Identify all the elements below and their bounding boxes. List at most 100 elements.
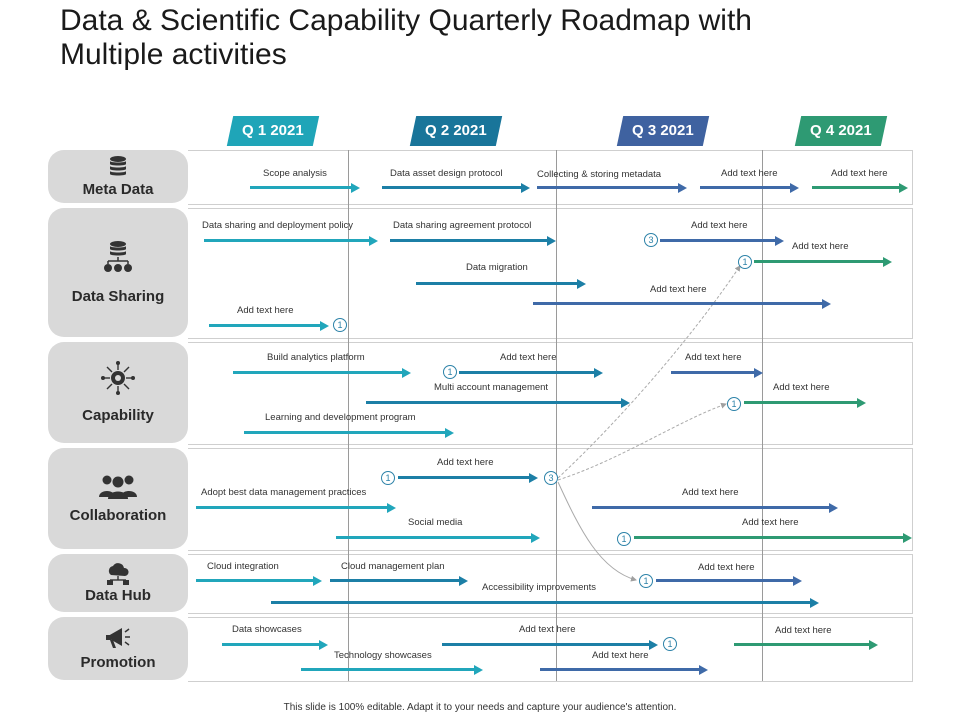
- activity-arrow: [204, 235, 378, 246]
- activity-arrow: [656, 575, 802, 586]
- activity-arrow: [744, 397, 866, 408]
- activity-label: Add text here: [742, 517, 799, 528]
- activity-label: Build analytics platform: [267, 352, 365, 363]
- quarter-header-q2: Q 2 2021: [409, 116, 503, 146]
- row-box-data-hub: [188, 554, 913, 614]
- footer-note: This slide is 100% editable. Adapt it to…: [283, 702, 677, 713]
- activity-arrow: [330, 575, 468, 586]
- row-box-collaboration: [188, 448, 913, 551]
- step-badge: 1: [333, 318, 347, 332]
- activity-arrow: [416, 278, 586, 289]
- step-badge: 1: [663, 637, 677, 651]
- row-box-data-sharing: [188, 208, 913, 339]
- activity-label: Add text here: [685, 352, 742, 363]
- quarter-header-q1: Q 1 2021: [226, 116, 320, 146]
- quarter-divider: [556, 150, 557, 681]
- row-box-meta-data: [188, 150, 913, 205]
- quarter-divider: [762, 150, 763, 681]
- activity-arrow: [382, 182, 530, 193]
- megaphone-icon: [106, 628, 130, 648]
- activity-label: Data sharing agreement protocol: [393, 220, 532, 231]
- step-badge: 1: [443, 365, 457, 379]
- activity-label: Social media: [408, 517, 463, 528]
- activity-arrow: [244, 427, 454, 438]
- row-label-data-sharing: Data Sharing: [48, 208, 188, 337]
- activity-label: Add text here: [698, 562, 755, 573]
- activity-label: Add text here: [691, 220, 748, 231]
- activity-label: Technology showcases: [334, 650, 432, 661]
- activity-arrow: [196, 575, 322, 586]
- activity-label: Adopt best data management practices: [201, 487, 367, 498]
- activity-label: Add text here: [792, 241, 849, 252]
- row-label-text: Data Hub: [85, 586, 151, 604]
- row-label-text: Meta Data: [82, 181, 154, 198]
- activity-arrow: [592, 502, 838, 513]
- activity-label: Data asset design protocol: [390, 168, 503, 179]
- activity-label: Cloud management plan: [341, 561, 445, 572]
- row-label-meta-data: Meta Data: [48, 150, 188, 203]
- activity-arrow: [366, 397, 630, 408]
- row-label-capability: Capability: [48, 342, 188, 443]
- activity-label: Add text here: [237, 305, 294, 316]
- step-badge: 1: [639, 574, 653, 588]
- activity-arrow: [222, 639, 328, 650]
- activity-label: Learning and development program: [265, 412, 416, 423]
- activity-label: Data migration: [466, 262, 528, 273]
- title-line-2: Multiple activities: [60, 38, 287, 71]
- row-label-text: Capability: [82, 407, 154, 424]
- activity-arrow: [398, 472, 538, 483]
- activity-label: Data showcases: [232, 624, 302, 635]
- activity-arrow: [537, 182, 687, 193]
- step-badge: 3: [544, 471, 558, 485]
- activity-label: Collecting & storing metadata: [537, 169, 662, 180]
- activity-arrow: [336, 532, 540, 543]
- activity-arrow: [634, 532, 912, 543]
- step-badge: 1: [381, 471, 395, 485]
- activity-arrow: [250, 182, 360, 193]
- activity-label: Add text here: [773, 382, 830, 393]
- activity-arrow: [734, 639, 878, 650]
- activity-arrow: [533, 298, 831, 309]
- quarter-header-q3: Q 3 2021: [616, 116, 710, 146]
- activity-arrow: [540, 664, 708, 675]
- activity-label: Add text here: [831, 168, 888, 179]
- activity-label: Scope analysis: [263, 168, 327, 179]
- activity-arrow: [442, 639, 658, 650]
- activity-arrow: [812, 182, 908, 193]
- activity-arrow: [700, 182, 799, 193]
- activity-arrow: [209, 320, 329, 331]
- activity-label: Add text here: [519, 624, 576, 635]
- activity-label: Multi account management: [434, 382, 549, 393]
- database-icon: [110, 156, 126, 176]
- row-label-text: Collaboration: [69, 507, 167, 524]
- activity-label: Add text here: [721, 168, 778, 179]
- activity-arrow: [459, 367, 603, 378]
- cloud-hub-icon: [107, 562, 129, 585]
- activity-label: Add text here: [437, 457, 494, 468]
- gear-network-icon: [101, 361, 135, 395]
- activity-arrow: [390, 235, 556, 246]
- row-box-capability: [188, 342, 913, 445]
- activity-arrow: [754, 256, 892, 267]
- activity-label: Add text here: [500, 352, 557, 363]
- step-badge: 1: [727, 397, 741, 411]
- activity-label: Accessibility improvements: [482, 582, 597, 593]
- team-icon: [99, 475, 137, 499]
- activity-label: Add text here: [682, 487, 739, 498]
- title-line-1: Data & Scientific Capability Quarterly R…: [60, 4, 752, 37]
- activity-arrow: [301, 664, 483, 675]
- quarter-header-q4: Q 4 2021: [794, 116, 888, 146]
- row-label-data-hub: Data Hub: [48, 554, 188, 612]
- row-label-text: Promotion: [80, 654, 156, 671]
- database-network-icon: [104, 241, 132, 272]
- row-label-text: Data Sharing: [71, 288, 165, 305]
- activity-arrow: [196, 502, 396, 513]
- row-box-promotion: [188, 617, 913, 682]
- row-label-collaboration: Collaboration: [48, 448, 188, 549]
- activity-label: Add text here: [592, 650, 649, 661]
- activity-arrow: [671, 367, 763, 378]
- quarter-divider: [348, 150, 349, 681]
- activity-label: Add text here: [650, 284, 707, 295]
- page-title: Data & Scientific Capability Quarterly R…: [60, 4, 940, 72]
- activity-label: Data sharing and deployment policy: [202, 220, 354, 231]
